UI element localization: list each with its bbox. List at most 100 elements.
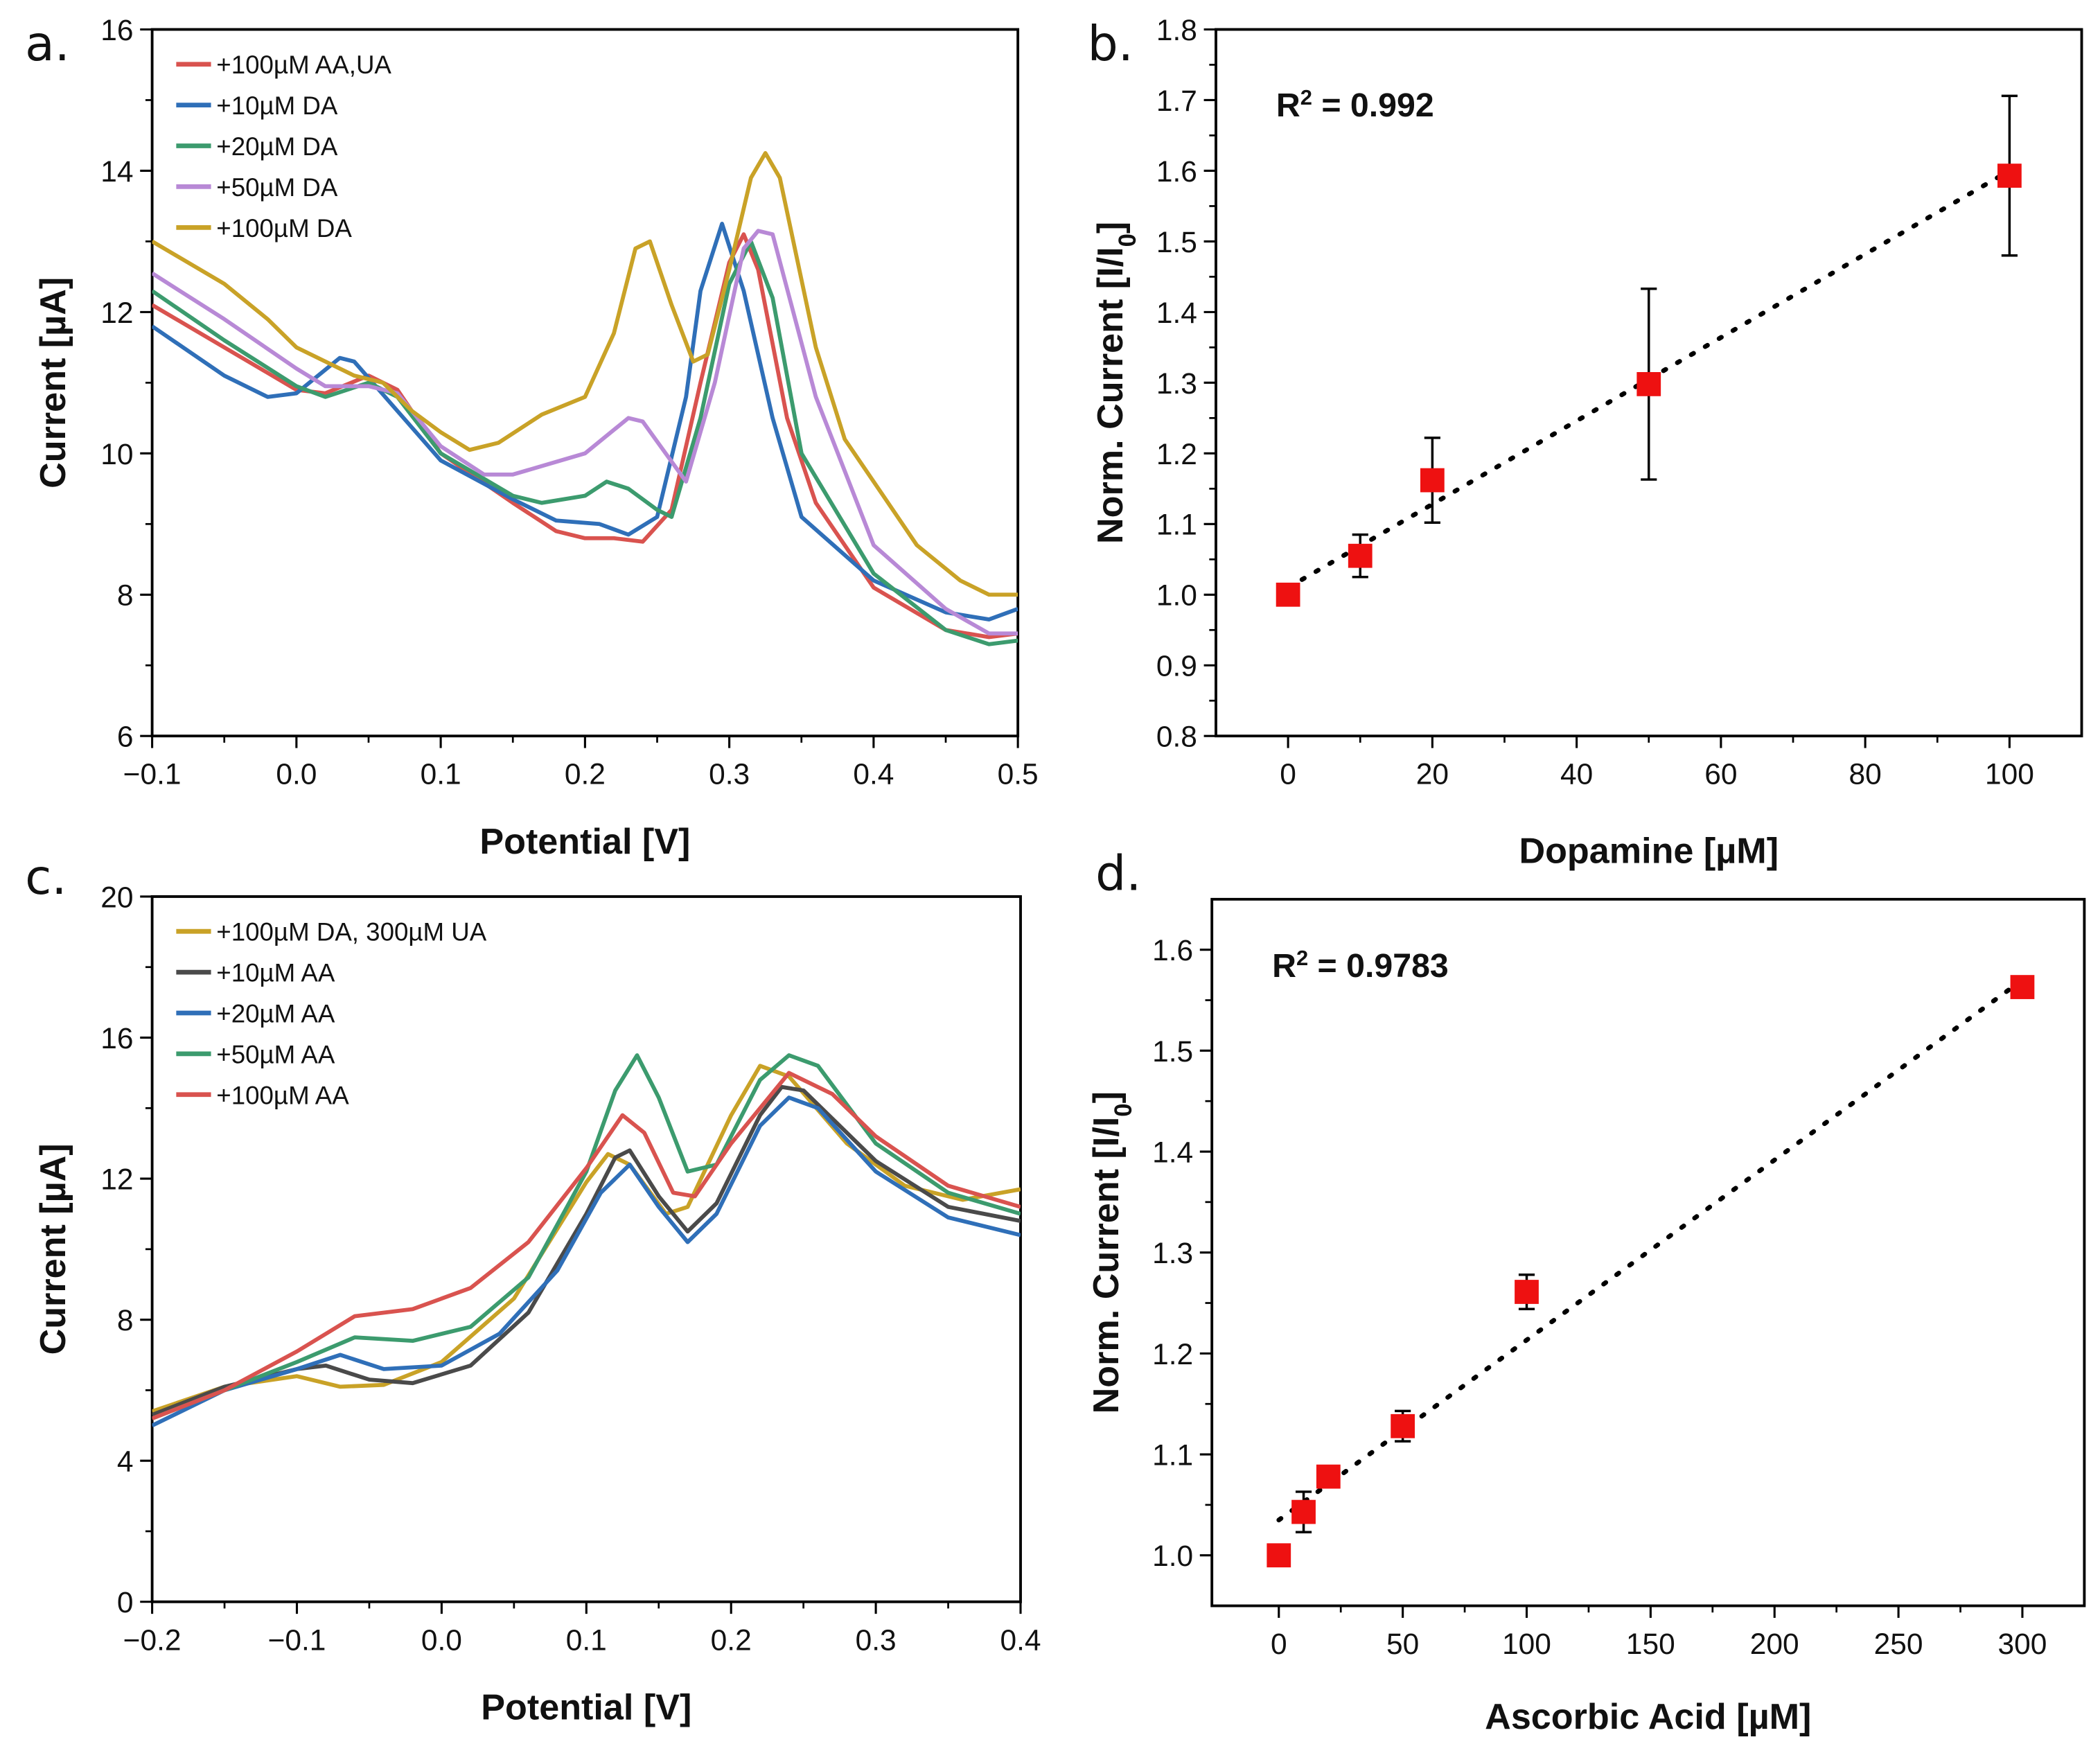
y-tick-label: 4 <box>117 1446 134 1479</box>
y-tick-label: 1.3 <box>1156 368 1197 400</box>
x-tick-label: 0.0 <box>421 1624 462 1657</box>
y-axis-label: Current [µA] <box>33 277 73 488</box>
x-axis-label: Ascorbic Acid [µM] <box>1485 1697 1811 1737</box>
r-squared-annotation: R2 = 0.9783 <box>1272 945 1449 985</box>
series-line-4 <box>152 229 1018 636</box>
y-tick-label: 0.9 <box>1156 651 1197 683</box>
r2-sup: 2 <box>1300 85 1312 109</box>
y-axis-label: Norm. Current [I/I0] <box>1091 222 1141 544</box>
x-tick-label: 100 <box>1985 759 2034 791</box>
y-tick-label: 1.2 <box>1156 439 1197 471</box>
y-axis-label-main: Norm. Current [I/I <box>1086 1117 1127 1414</box>
y-tick-label: 0 <box>117 1587 134 1619</box>
y-tick-label: 1.6 <box>1152 935 1193 967</box>
series-line-4 <box>152 1053 1021 1420</box>
data-point <box>1636 372 1661 396</box>
series-line-1 <box>152 232 1018 640</box>
panel-b: b.0 20 40 60 80 1000.80.91.01.11.21.31.41.51.… <box>1088 15 2083 872</box>
y-axis-label-main: Current [µA] <box>33 1143 73 1355</box>
legend-label: +20µM DA <box>216 132 338 161</box>
y-tick-label: 1.3 <box>1152 1237 1193 1270</box>
y-tick-label: 6 <box>117 721 134 754</box>
data-point <box>1276 582 1300 607</box>
y-axis-label-end: ] <box>1091 222 1131 234</box>
x-tick-label: −0.2 <box>123 1624 182 1657</box>
y-tick-label: 1.1 <box>1156 509 1197 542</box>
x-tick-label: 50 <box>1386 1628 1419 1661</box>
x-tick-label: 20 <box>1416 759 1449 791</box>
series-line-5 <box>152 151 1018 597</box>
x-tick-label: 0 <box>1280 759 1296 791</box>
x-tick-label: 60 <box>1704 759 1737 791</box>
panel-label: a. <box>25 16 70 72</box>
y-tick-label: 1.4 <box>1156 297 1197 330</box>
data-point <box>1515 1280 1539 1304</box>
y-tick-label: 1.2 <box>1152 1339 1193 1371</box>
y-tick-label: 1.7 <box>1156 85 1197 118</box>
data-point <box>1267 1543 1291 1568</box>
x-tick-label: 0.0 <box>276 759 317 791</box>
y-tick-label: 1.0 <box>1152 1540 1193 1573</box>
legend-label: +50µM DA <box>216 173 338 202</box>
data-point <box>1997 164 2022 188</box>
y-axis-label-main: Current [µA] <box>33 277 73 488</box>
x-tick-label: 300 <box>1998 1628 2047 1661</box>
x-tick-label: 0.3 <box>709 759 750 791</box>
data-point <box>1291 1499 1316 1524</box>
y-tick-label: 1.5 <box>1152 1036 1193 1068</box>
y-tick-label: 1.0 <box>1156 580 1197 613</box>
panel-a: a. −0.1 0.0 0.1 0.2 0.3 0.4 0.5 6 8 10 12 14 16 Potent… <box>25 15 1039 862</box>
y-tick-label: 0.8 <box>1156 721 1197 754</box>
y-axis-label-main: Norm. Current [I/I <box>1091 247 1131 544</box>
y-axis-label-sub: 0 <box>1115 234 1141 247</box>
x-tick-label: 100 <box>1502 1628 1551 1661</box>
x-tick-label: 0.4 <box>1000 1624 1041 1657</box>
x-tick-label: 80 <box>1849 759 1882 791</box>
y-axis-label: Norm. Current [I/I0] <box>1086 1091 1137 1413</box>
y-axis-label-sub: 0 <box>1111 1103 1137 1116</box>
x-tick-label: 0.5 <box>998 759 1039 791</box>
y-tick-label: 1.4 <box>1152 1136 1193 1169</box>
x-axis-label: Dopamine [µM] <box>1519 831 1779 872</box>
data-point <box>1348 543 1373 568</box>
y-tick-label: 1.6 <box>1156 156 1197 188</box>
y-tick-label: 8 <box>117 580 134 613</box>
y-tick-label: 1.1 <box>1152 1439 1193 1472</box>
x-tick-label: 0.1 <box>421 759 461 791</box>
x-tick-label: 0.3 <box>856 1624 897 1657</box>
data-point <box>1391 1413 1415 1438</box>
x-tick-label: 0 <box>1271 1628 1287 1661</box>
x-axis-label: Potential [V] <box>481 1688 691 1728</box>
series-line-5 <box>152 1071 1021 1420</box>
x-tick-label: 0.4 <box>853 759 894 791</box>
plot-frame <box>1210 897 2086 1607</box>
y-tick-label: 1.8 <box>1156 15 1197 47</box>
x-tick-label: 150 <box>1626 1628 1675 1661</box>
legend-label: +50µM AA <box>216 1040 335 1068</box>
fit-line <box>1276 977 2025 1523</box>
series-line-3 <box>152 239 1018 646</box>
y-axis-label-end: ] <box>1086 1091 1127 1103</box>
x-tick-label: 40 <box>1560 759 1593 791</box>
x-axis-label: Potential [V] <box>479 822 690 862</box>
y-tick-label: 8 <box>117 1305 134 1337</box>
y-tick-label: 16 <box>100 1023 133 1055</box>
y-tick-label: 10 <box>100 439 133 471</box>
legend-label: +100µM AA <box>216 1081 349 1109</box>
panel-c: c. −0.2 −0.1 0.0 0.1 0.2 0.3 0.4 0 4 8 12 16 20 Potent… <box>25 849 1041 1728</box>
data-point <box>1316 1464 1341 1489</box>
y-axis-label: Current [µA] <box>33 1143 73 1355</box>
x-tick-label: −0.1 <box>268 1624 326 1657</box>
panel-d: d. 0 50 100 150 200 250 300 1.0 1.1 1.2 1.3 1.4 1.5 1.… <box>1086 845 2086 1737</box>
y-tick-label: 12 <box>100 297 133 330</box>
legend-label: +10µM AA <box>216 959 335 987</box>
x-tick-label: 0.1 <box>566 1624 607 1657</box>
data-point <box>1420 468 1445 493</box>
legend-label: +100µM AA,UA <box>216 51 391 79</box>
r2-value: = 0.9783 <box>1308 947 1449 985</box>
r2-prefix: R <box>1272 947 1296 985</box>
data-point <box>2010 975 2035 999</box>
x-tick-label: 0.2 <box>711 1624 752 1657</box>
series-line-3 <box>152 1095 1021 1428</box>
